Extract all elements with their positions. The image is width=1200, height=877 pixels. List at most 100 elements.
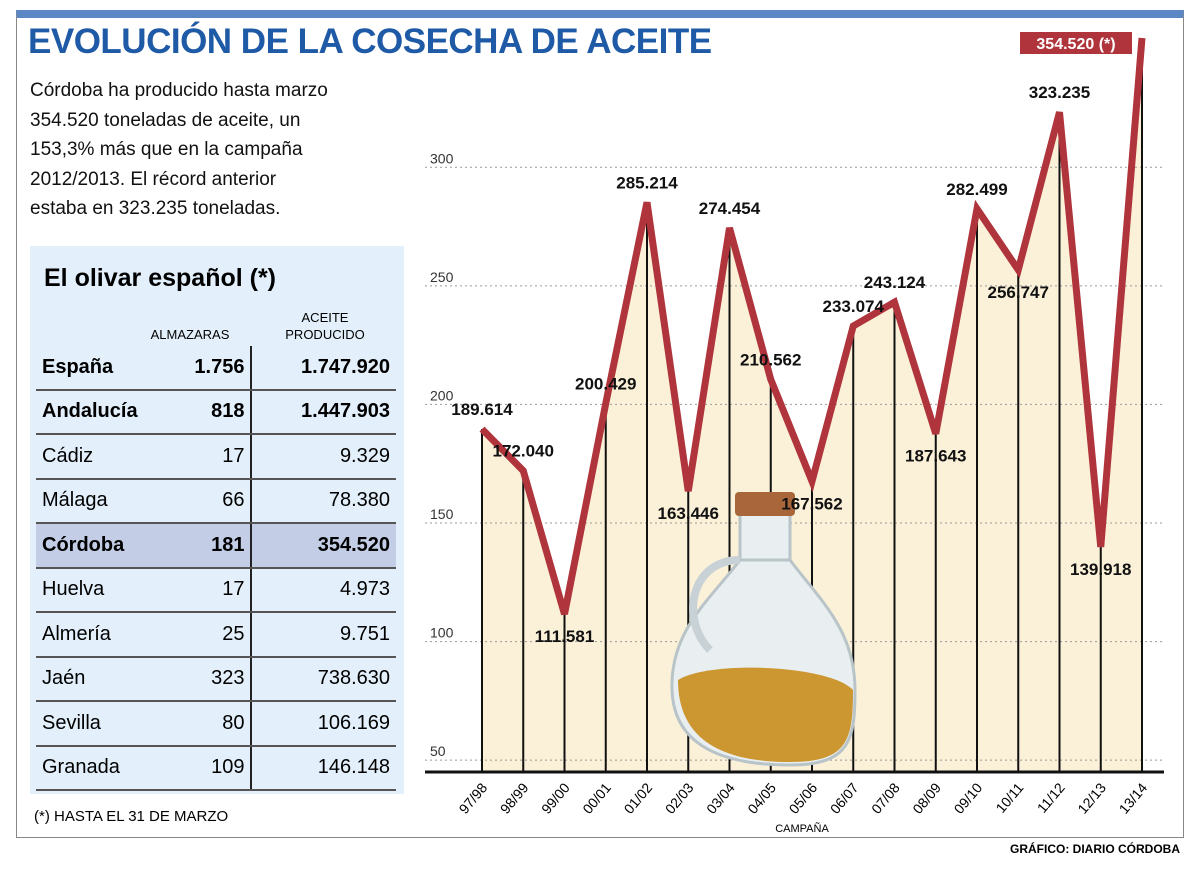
- table-cell: 738.630: [251, 656, 396, 702]
- table-cell: 17: [188, 434, 253, 480]
- value-label: 189.614: [451, 400, 513, 419]
- column-header-line: PRODUCIDO: [285, 327, 365, 342]
- value-label: 172.040: [493, 442, 554, 461]
- column-header: ACEITE PRODUCIDO: [265, 309, 385, 343]
- x-tick-label: 13/14: [1116, 779, 1151, 816]
- value-label: 187.643: [905, 447, 966, 466]
- value-label: 111.581: [535, 627, 595, 646]
- table-row: Granada 109 146.148: [36, 745, 396, 791]
- table-row: Jaén 323 738.630: [36, 656, 396, 702]
- x-tick-label: 06/07: [827, 779, 862, 816]
- table-cell: 1.447.903: [251, 389, 396, 435]
- table-cell: Sevilla: [36, 701, 189, 747]
- intro: Córdoba ha producido hasta marzo 354.520 …: [30, 76, 328, 224]
- table-cell: Cádiz: [36, 434, 189, 480]
- table-cell: Andalucía: [36, 389, 189, 435]
- x-tick-label: 12/13: [1074, 779, 1109, 816]
- table-cell: 25: [188, 612, 253, 658]
- table-cell: España: [36, 346, 189, 391]
- footnote: (*) HASTA EL 31 DE MARZO: [34, 808, 229, 825]
- title: EVOLUCIÓN DE LA COSECHA DE ACEITE: [28, 22, 712, 61]
- x-tick-label: 97/98: [456, 779, 491, 816]
- value-label: 167.562: [781, 494, 842, 513]
- table-cell: 323: [188, 656, 253, 702]
- table-cell: 181: [188, 523, 253, 569]
- line: [479, 37, 1146, 616]
- table-cell: 1.756: [188, 346, 253, 391]
- x-tick-label: 98/99: [497, 779, 532, 816]
- x-tick-label: 10/11: [992, 779, 1026, 815]
- value-label-box: [1020, 31, 1132, 54]
- jug-illustration: [670, 492, 857, 767]
- credit: GRÁFICO: DIARIO CÓRDOBA: [1010, 842, 1180, 856]
- frame: [16, 10, 1184, 838]
- value-label: 200.429: [575, 374, 636, 393]
- y-tick-label: 300: [430, 150, 454, 166]
- table-cell: 80: [188, 701, 253, 747]
- table-row: Almería 25 9.751: [36, 612, 396, 658]
- x-tick-label: 02/03: [662, 779, 697, 816]
- table-row: Sevilla 80 106.169: [36, 701, 396, 747]
- table-cell: Córdoba: [36, 523, 189, 569]
- y-tick-label: 50: [430, 743, 446, 759]
- table-cell: 818: [188, 389, 253, 435]
- x-tick-label: 05/06: [786, 779, 821, 816]
- value-label: 243.124: [864, 273, 926, 292]
- table: España 1.756 1.747.920 Andalucía 818 1.447.90…: [36, 346, 396, 791]
- table-cell: Jaén: [36, 656, 189, 702]
- table-cell: 9.329: [251, 434, 396, 480]
- table-cell: 17: [188, 567, 253, 613]
- x-tick-label: 00/01: [579, 779, 614, 816]
- table-row: Málaga 66 78.380: [36, 478, 396, 524]
- value-label: 285.214: [616, 173, 678, 192]
- table-row: Cádiz 17 9.329: [36, 434, 396, 480]
- y-tick-label: 150: [430, 506, 454, 522]
- intro-line: 2012/2013. El récord anterior: [30, 168, 277, 190]
- table-cell: 4.973: [251, 567, 396, 613]
- table-cell: 106.169: [251, 701, 396, 747]
- table-row: Huelva 17 4.973: [36, 567, 396, 613]
- value-label: 274.454: [699, 199, 761, 218]
- x-tick-label: 99/00: [538, 779, 573, 816]
- intro-line: 354.520 toneladas de aceite, un: [30, 109, 301, 131]
- x-axis-label: CAMPAÑA: [775, 822, 829, 835]
- value-label: 354.520 (*): [1036, 36, 1115, 53]
- y-tick-label: 250: [430, 269, 454, 285]
- column-header: ALMAZARAS: [150, 327, 230, 342]
- table-cell: Málaga: [36, 478, 189, 524]
- table-cell: Granada: [36, 745, 189, 791]
- table-row: Córdoba 181 354.520: [36, 523, 396, 569]
- intro-line: estaba en 323.235 toneladas.: [30, 198, 281, 219]
- x-tick-label: 11/12: [1034, 779, 1068, 815]
- table-row: España 1.756 1.747.920: [36, 346, 396, 391]
- table-cell: 354.520: [251, 523, 396, 569]
- x-tick-label: 07/08: [868, 779, 903, 816]
- x-tick-label: 09/10: [951, 779, 986, 816]
- chart: 50 100 150 200 250 300 189.614 97/98 172.040 98/…: [425, 31, 1164, 835]
- value-label: 282.499: [946, 180, 1007, 199]
- table-cell: 66: [188, 478, 253, 524]
- value-label: 323.235: [1029, 83, 1090, 102]
- y-tick-label: 200: [430, 387, 454, 403]
- x-tick-label: 01/02: [621, 779, 656, 816]
- value-label: 210.562: [740, 350, 801, 369]
- table-row: Andalucía 818 1.447.903: [36, 389, 396, 435]
- table-title: El olivar español (*): [44, 264, 277, 292]
- value-label: 256.747: [988, 283, 1049, 302]
- x-tick-label: 04/05: [744, 779, 779, 816]
- table-cell: 146.148: [251, 745, 396, 791]
- value-label: 139.918: [1070, 560, 1131, 579]
- table-cell: 109: [188, 745, 253, 791]
- value-label: 163.446: [658, 504, 719, 523]
- table-cell: 78.380: [251, 478, 396, 524]
- table-cell: Almería: [36, 612, 189, 658]
- x-tick-label: 08/09: [909, 779, 944, 816]
- table-cell: Huelva: [36, 567, 189, 613]
- table-cell: 9.751: [251, 612, 396, 658]
- intro-line: 153,3% más que en la campaña: [30, 139, 303, 160]
- y-tick-label: 100: [430, 625, 454, 641]
- intro-line: Córdoba ha producido hasta marzo: [30, 80, 328, 101]
- x-tick-label: 03/04: [703, 779, 738, 816]
- table-panel: El olivar español (*) ALMAZARAS ACEITE PR…: [30, 246, 404, 794]
